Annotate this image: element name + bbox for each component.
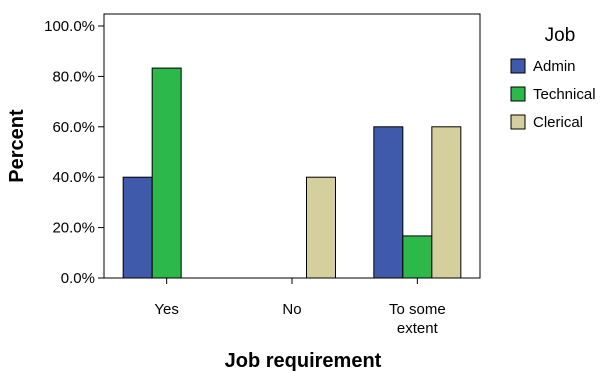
x-axis: Yes No To some extent (154, 278, 446, 337)
y-tick-label: 40.0% (52, 169, 95, 186)
x-tick-label: Yes (154, 301, 178, 318)
x-tick-label: extent (397, 320, 439, 337)
x-axis-title: Job requirement (225, 350, 382, 372)
legend: Job Admin Technical Clerical (510, 25, 596, 131)
x-tick-label: No (282, 301, 301, 318)
legend-title: Job (545, 25, 576, 46)
legend-swatch-clerical (510, 114, 526, 130)
x-tick-label: To some (389, 301, 446, 318)
legend-swatch-technical (510, 86, 526, 102)
y-tick-label: 0.0% (61, 270, 95, 287)
legend-swatch-admin (510, 58, 526, 74)
bar-admin (373, 126, 404, 279)
legend-label-admin: Admin (533, 58, 576, 75)
bar-clerical (431, 126, 462, 279)
bar-clerical (306, 176, 336, 279)
y-axis: 0.0% 20.0% 40.0% 60.0% 80.0% 100.0% (44, 18, 104, 287)
y-tick-label: 80.0% (52, 68, 95, 85)
bar-admin (122, 176, 153, 279)
legend-label-technical: Technical (533, 86, 596, 103)
y-tick-label: 60.0% (52, 119, 95, 136)
bar-technical (402, 235, 433, 279)
legend-label-clerical: Clerical (533, 114, 583, 131)
y-tick-label: 100.0% (44, 18, 95, 35)
bars-layer (122, 67, 462, 279)
y-tick-label: 20.0% (52, 220, 95, 237)
y-axis-title: Percent (6, 109, 28, 183)
bar-technical (151, 67, 182, 279)
